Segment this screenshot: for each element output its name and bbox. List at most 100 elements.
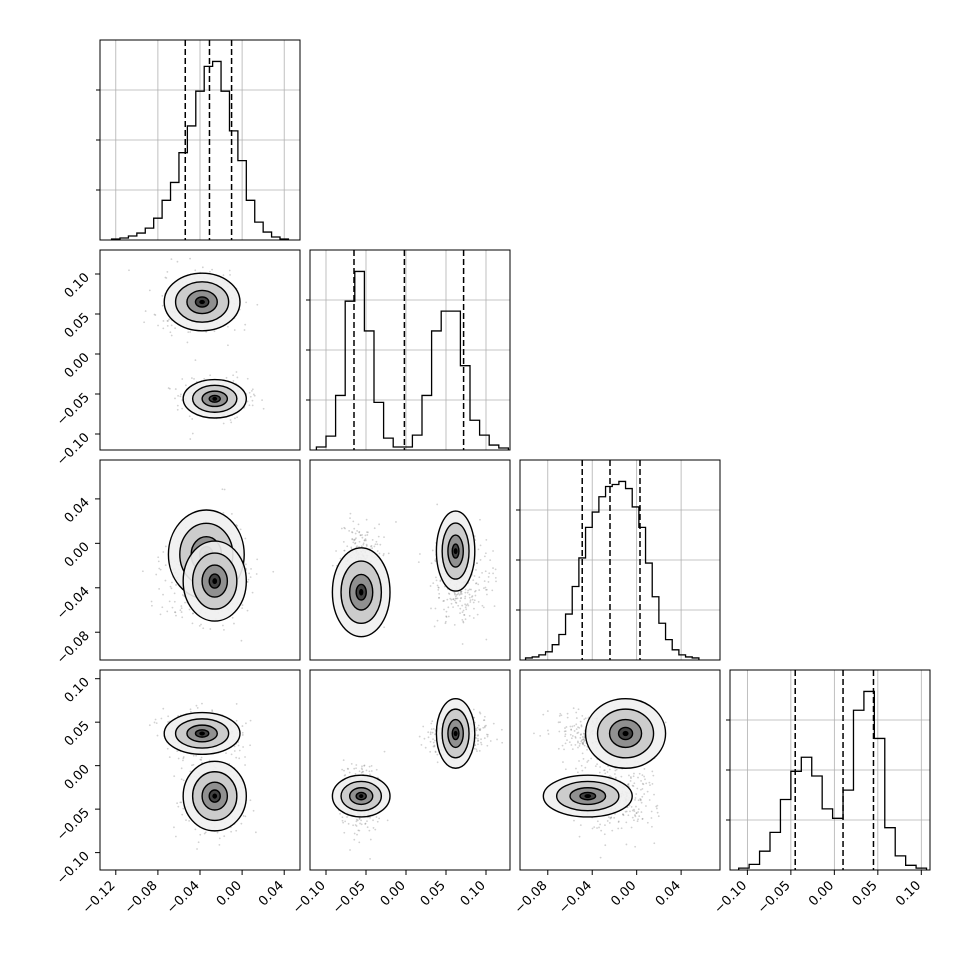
scatter-point bbox=[189, 708, 192, 711]
scatter-point bbox=[374, 828, 377, 831]
hist-step bbox=[738, 690, 928, 870]
scatter-point bbox=[634, 797, 637, 799]
scatter-point bbox=[462, 620, 465, 623]
scatter-point bbox=[383, 536, 385, 538]
scatter-point bbox=[252, 809, 255, 812]
scatter-point bbox=[222, 624, 224, 627]
scatter-point bbox=[458, 593, 461, 596]
scatter-point bbox=[158, 588, 161, 590]
scatter-point bbox=[583, 740, 585, 743]
scatter-point bbox=[604, 772, 607, 775]
scatter-point bbox=[395, 521, 397, 523]
scatter-point bbox=[191, 377, 193, 379]
scatter-point bbox=[479, 544, 482, 547]
scatter-point bbox=[430, 722, 433, 725]
scatter-point bbox=[233, 750, 236, 752]
scatter-point bbox=[452, 598, 455, 600]
scatter-point bbox=[437, 588, 440, 591]
scatter-point bbox=[569, 725, 572, 728]
density-peak bbox=[584, 794, 592, 799]
scatter-point bbox=[429, 731, 432, 734]
scatter-point bbox=[362, 542, 365, 545]
scatter-point bbox=[625, 821, 628, 824]
scatter-point bbox=[222, 511, 225, 514]
scatter-point bbox=[628, 774, 630, 777]
scatter-point bbox=[349, 849, 351, 851]
scatter-point bbox=[366, 531, 368, 533]
scatter-point bbox=[481, 571, 483, 574]
scatter-point bbox=[467, 604, 470, 607]
scatter-point bbox=[358, 770, 361, 773]
scatter-point bbox=[474, 744, 477, 747]
scatter-point bbox=[582, 742, 584, 745]
scatter-point bbox=[366, 826, 369, 829]
scatter-point bbox=[655, 805, 658, 808]
scatter-point bbox=[475, 748, 478, 751]
scatter-point bbox=[571, 748, 574, 751]
density-peak bbox=[212, 396, 218, 401]
scatter-point bbox=[424, 746, 427, 749]
scatter-point bbox=[170, 258, 173, 261]
scatter-point bbox=[191, 432, 194, 435]
scatter-point bbox=[182, 759, 184, 762]
scatter-point bbox=[194, 828, 197, 831]
scatter-point bbox=[171, 606, 174, 609]
scatter-point bbox=[581, 741, 584, 744]
scatter-point bbox=[356, 530, 359, 532]
scatter-point bbox=[246, 377, 249, 380]
scatter-point bbox=[457, 592, 460, 595]
scatter-point bbox=[610, 816, 612, 819]
scatter-point bbox=[352, 520, 355, 523]
scatter-point bbox=[590, 757, 593, 760]
scatter-point bbox=[646, 790, 649, 793]
scatter-point bbox=[358, 818, 361, 820]
scatter-point bbox=[180, 393, 182, 396]
scatter-point bbox=[248, 572, 251, 575]
scatter-point bbox=[187, 331, 190, 334]
scatter-point bbox=[341, 816, 344, 819]
scatter-point bbox=[434, 750, 437, 753]
scatter-point bbox=[173, 592, 176, 595]
scatter-point bbox=[464, 588, 467, 591]
scatter-point bbox=[368, 770, 371, 773]
scatter-point bbox=[433, 744, 436, 747]
scatter-point bbox=[343, 769, 345, 772]
scatter-point bbox=[350, 762, 353, 765]
scatter-point bbox=[455, 593, 458, 596]
scatter-point bbox=[373, 527, 376, 530]
scatter-point bbox=[483, 726, 486, 729]
panel-frame bbox=[99, 249, 301, 451]
scatter-point bbox=[245, 563, 247, 566]
scatter-point bbox=[427, 731, 430, 734]
scatter-point bbox=[480, 738, 482, 741]
scatter-point bbox=[460, 593, 463, 595]
ytick-label: 0.10 bbox=[62, 675, 93, 706]
scatter-point bbox=[475, 727, 477, 730]
scatter-point bbox=[577, 708, 580, 711]
scatter-point bbox=[184, 601, 186, 604]
scatter-point bbox=[626, 783, 629, 786]
xtick-label: 0.00 bbox=[608, 878, 639, 909]
scatter-point bbox=[476, 750, 478, 752]
scatter-point bbox=[483, 737, 486, 740]
scatter-point bbox=[452, 598, 455, 601]
scatter-point bbox=[457, 604, 460, 607]
scatter-point bbox=[188, 608, 191, 611]
scatter-point bbox=[244, 537, 247, 540]
scatter-point bbox=[369, 857, 371, 860]
scatter-point bbox=[199, 758, 202, 761]
scatter-point bbox=[249, 744, 252, 747]
scatter-point bbox=[342, 759, 345, 762]
scatter-point bbox=[209, 270, 211, 273]
scatter-point bbox=[422, 725, 425, 728]
scatter-point bbox=[335, 550, 337, 552]
scatter-point bbox=[483, 715, 486, 718]
xtick-label: 0.00 bbox=[806, 878, 837, 909]
scatter-point bbox=[155, 722, 158, 725]
pair-inner bbox=[331, 697, 504, 860]
density-peak bbox=[199, 731, 205, 736]
scatter-point bbox=[202, 627, 205, 630]
scatter-point bbox=[370, 770, 373, 772]
scatter-point bbox=[643, 768, 646, 770]
